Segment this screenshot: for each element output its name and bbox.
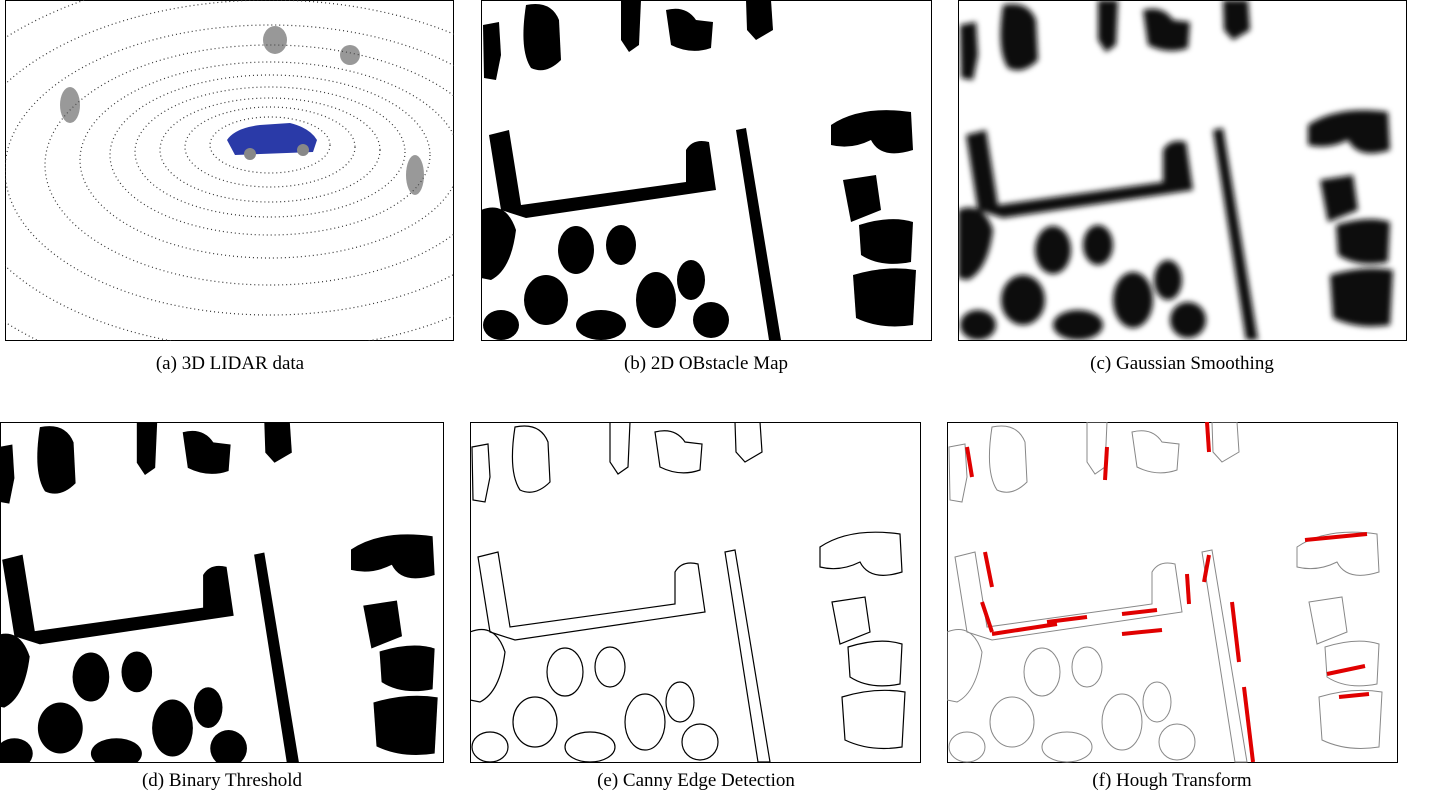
edge-map — [470, 422, 921, 763]
frame — [948, 423, 1398, 763]
frame — [6, 1, 454, 341]
lidar-image — [5, 0, 454, 341]
binary-map — [0, 422, 444, 763]
hough-map — [947, 422, 1398, 763]
frame — [471, 423, 921, 763]
caption: (e) Canny Edge Detection — [466, 770, 926, 792]
caption: (c) Gaussian Smoothing — [952, 353, 1412, 375]
smoothed-map — [958, 0, 1407, 341]
caption: (f) Hough Transform — [942, 770, 1402, 792]
obstacle-map — [481, 0, 932, 341]
caption: (a) 3D LIDAR data — [0, 353, 460, 375]
page: {"figure": {"panels": [ {"caption": "(a)… — [0, 0, 1429, 800]
caption: (b) 2D OBstacle Map — [476, 353, 936, 375]
caption: (d) Binary Threshold — [0, 770, 452, 792]
